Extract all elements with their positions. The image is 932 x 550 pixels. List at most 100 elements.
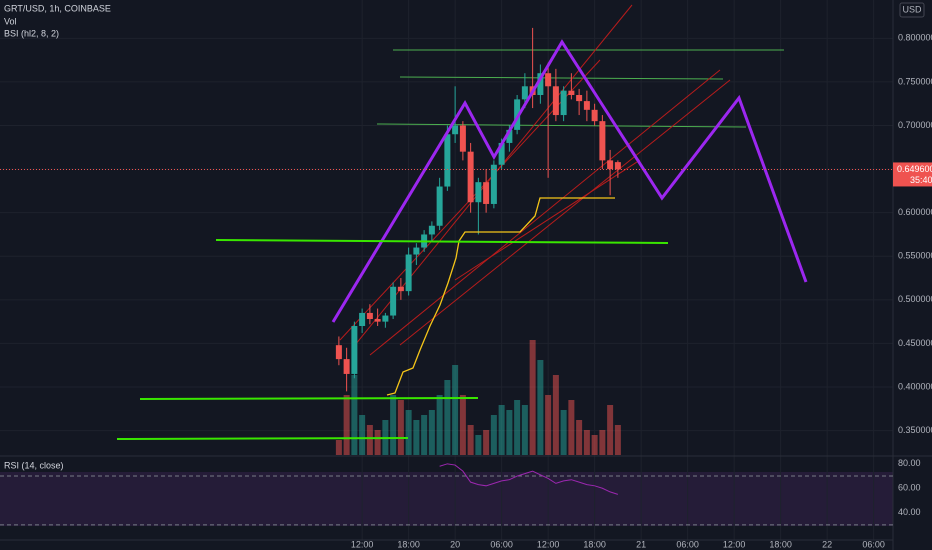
volume-bar	[428, 410, 435, 455]
y-tick-label: 0.40000000	[898, 381, 932, 391]
volume-bar	[614, 425, 621, 455]
volume-bar	[576, 420, 583, 455]
y-tick-label: 0.70000000	[898, 120, 932, 130]
candle-body	[343, 359, 350, 374]
candle-body	[483, 182, 490, 204]
volume-bar	[498, 405, 505, 455]
x-tick-label: 18:00	[769, 539, 792, 549]
volume-bar	[351, 375, 358, 455]
volume-bar	[521, 405, 528, 455]
currency-box[interactable]	[899, 2, 925, 18]
volume-bar	[405, 410, 412, 455]
candle-body	[583, 101, 590, 110]
candle-body	[506, 129, 513, 143]
volume-bar	[452, 365, 459, 455]
candle-body	[413, 247, 420, 255]
candle-body	[374, 319, 381, 322]
candle-body	[475, 182, 482, 203]
volume-bar	[413, 420, 420, 455]
volume-bar	[366, 425, 373, 455]
x-tick-label: 20	[450, 539, 460, 549]
candle-body	[335, 345, 342, 360]
candle-body	[607, 160, 614, 170]
candle-body	[490, 164, 497, 204]
y-tick-label: 0.75000000	[898, 76, 932, 86]
volume-bar	[537, 360, 544, 455]
volume-bar	[514, 400, 521, 455]
currency[interactable]: USD	[902, 4, 922, 14]
y-tick-label: 0.60000000	[898, 207, 932, 217]
rsi-tick-label: 40.00	[898, 507, 921, 517]
volume-bar	[607, 405, 614, 455]
symbol-title: GRT/USD, 1h, COINBASE	[4, 3, 111, 13]
volume-bar	[390, 395, 397, 455]
x-tick-label: 12:00	[537, 539, 560, 549]
countdown: 35:40	[910, 175, 932, 185]
candle-body	[382, 315, 389, 322]
candle-body	[560, 90, 567, 116]
candle-body	[614, 162, 621, 170]
volume-bar	[436, 395, 443, 455]
volume-bar	[599, 430, 606, 455]
x-tick-label: 18:00	[397, 539, 420, 549]
y-tick-label: 0.55000000	[898, 251, 932, 261]
volume-bar	[490, 415, 497, 455]
candle-body	[359, 312, 366, 326]
volume-bar	[343, 395, 350, 455]
candle-body	[366, 312, 373, 320]
rsi-tick-label: 80.00	[898, 458, 921, 468]
x-tick-label: 18:00	[583, 539, 606, 549]
rsi-legend: RSI (14, close)	[4, 460, 64, 470]
candle-body	[576, 95, 583, 102]
x-tick-label: 06:00	[862, 539, 885, 549]
x-tick-label: 21	[636, 539, 646, 549]
drawings-top	[116, 39, 808, 440]
volume-bar	[421, 415, 428, 455]
candle-body	[498, 142, 505, 165]
volume-bar	[467, 425, 474, 455]
volume-bar	[335, 440, 342, 455]
volume-bar	[459, 395, 466, 455]
y-tick-label: 0.35000000	[898, 425, 932, 435]
volume-bar	[560, 410, 567, 455]
candle-body	[599, 121, 606, 161]
volume-bar	[483, 430, 490, 455]
candle-body	[537, 73, 544, 96]
candle-body	[552, 86, 559, 116]
candle-body	[452, 125, 459, 135]
volume-bar	[506, 410, 513, 455]
rsi-band-fill	[0, 472, 893, 526]
y-tick-label: 0.80000000	[898, 33, 932, 43]
volume-bar	[444, 380, 451, 455]
y-tick-label: 0.45000000	[898, 338, 932, 348]
candle-body	[545, 73, 552, 87]
x-tick-label: 12:00	[723, 539, 746, 549]
candle-body	[591, 109, 598, 122]
volume-bar	[374, 430, 381, 455]
drawings	[339, 4, 784, 356]
candle-body	[428, 225, 435, 235]
rsi-tick-label: 60.00	[898, 483, 921, 493]
candle-body	[568, 90, 575, 96]
candle-body	[444, 134, 451, 187]
candle-body	[390, 286, 397, 316]
candle-body	[405, 254, 412, 292]
candle-body	[436, 186, 443, 226]
candle-body	[521, 86, 528, 100]
last-price-label: 0.64960000	[897, 164, 932, 174]
volume-bar	[475, 435, 482, 455]
volume-bar	[545, 395, 552, 455]
last-price-tag	[893, 162, 932, 187]
volume-bar	[529, 340, 536, 455]
rsi-line	[439, 463, 619, 495]
y-tick-label: 0.50000000	[898, 294, 932, 304]
volume-legend: Vol	[4, 16, 17, 26]
volume-bar	[397, 400, 404, 455]
volume-bar	[359, 415, 366, 455]
volume-bar	[552, 375, 559, 455]
candle-body	[467, 151, 474, 203]
candle-body	[397, 286, 404, 292]
indicator-legend: BSI (hl2, 8, 2)	[4, 28, 59, 38]
